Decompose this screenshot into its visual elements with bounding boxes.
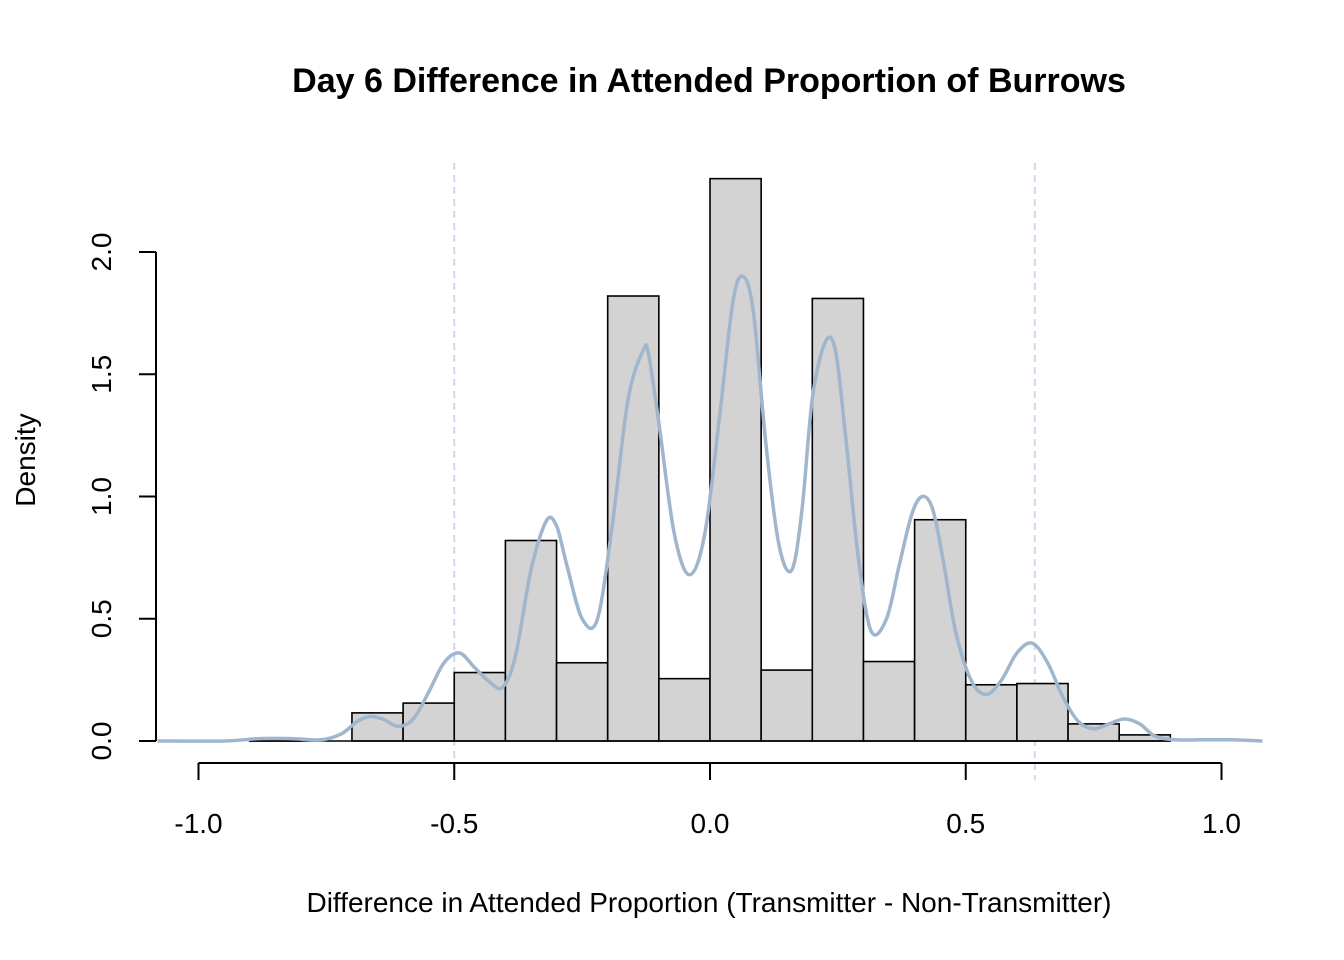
chart-title: Day 6 Difference in Attended Proportion …: [292, 62, 1126, 100]
histogram-bar: [658, 677, 711, 742]
x-tick-label: 0.0: [691, 808, 730, 839]
histogram-bar: [709, 177, 762, 742]
y-tick-label: 1.0: [86, 477, 117, 516]
y-axis-label: Density: [10, 413, 41, 506]
y-tick-label: 0.0: [86, 722, 117, 761]
histogram-bar: [862, 660, 916, 742]
x-tick-label: -1.0: [174, 808, 222, 839]
y-axis: 0.0 0.5 1.0 1.5 2.0: [86, 233, 157, 761]
x-tick-label: -0.5: [430, 808, 478, 839]
x-tick-label: 0.5: [946, 808, 985, 839]
histogram-bar: [555, 661, 609, 742]
reference-lines: [453, 163, 1036, 780]
histogram-bar: [1067, 723, 1121, 742]
y-tick-label: 1.5: [86, 355, 117, 394]
x-axis: -1.0 -0.5 0.0 0.5 1.0: [174, 762, 1241, 839]
y-tick-label: 0.5: [86, 599, 117, 638]
histogram-bar: [453, 671, 507, 742]
histogram-bars: [248, 177, 1172, 742]
x-tick-label: 1.0: [1202, 808, 1241, 839]
density-curve: [157, 274, 1263, 743]
histogram-bar: [913, 518, 967, 742]
x-axis-label: Difference in Attended Proportion (Trans…: [306, 887, 1111, 918]
histogram-bar: [760, 669, 814, 742]
y-tick-label: 2.0: [86, 233, 117, 272]
